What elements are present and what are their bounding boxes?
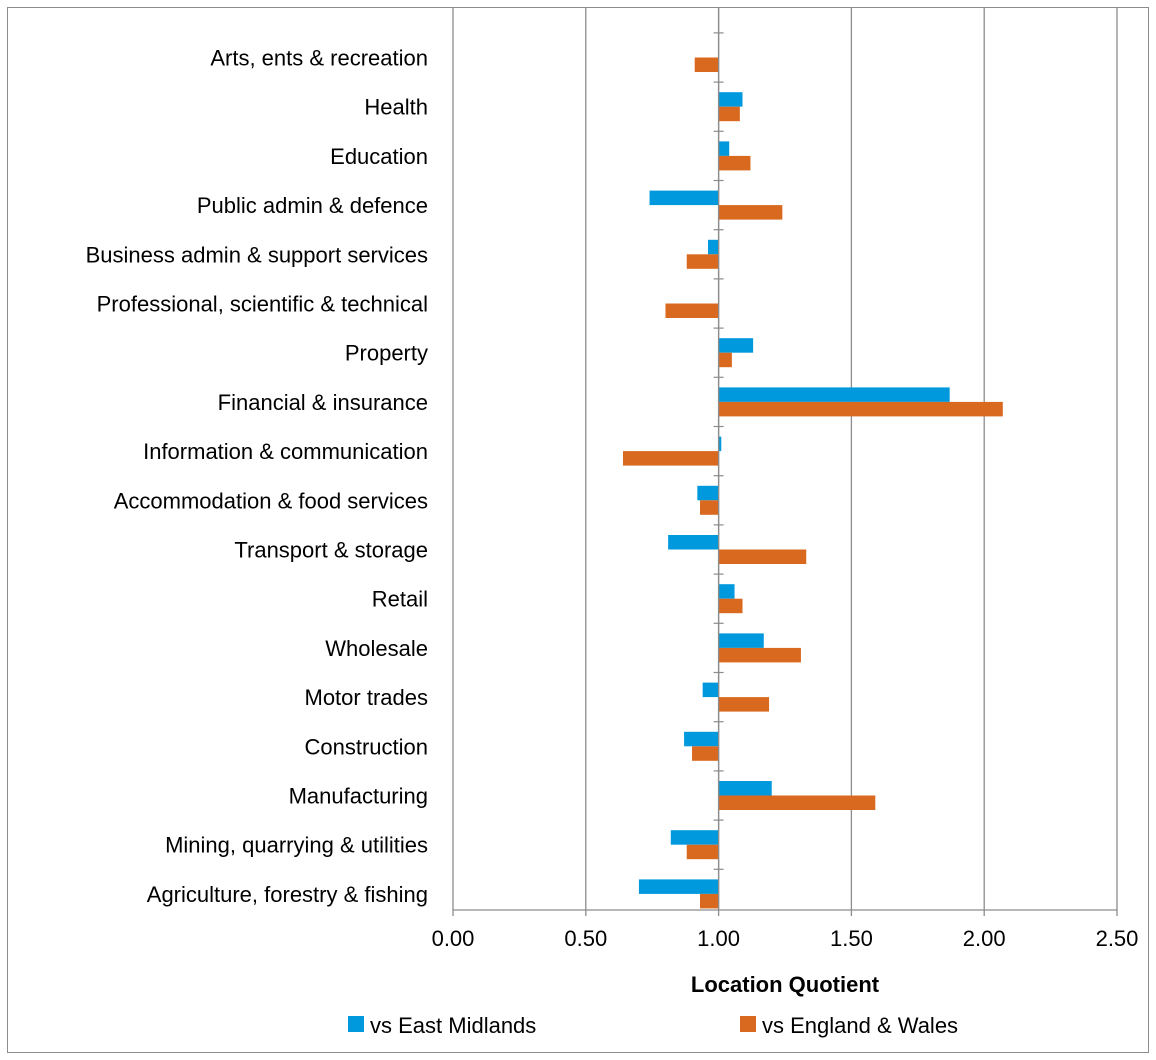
bar-england-wales bbox=[700, 500, 719, 515]
category-label: Accommodation & food services bbox=[114, 488, 428, 513]
legend: vs East Midlands vs England & Wales bbox=[348, 1013, 958, 1038]
bar-east-midlands bbox=[718, 338, 754, 353]
bar-east-midlands bbox=[718, 584, 735, 599]
x-tick-label: 1.50 bbox=[830, 926, 873, 951]
legend-label: vs East Midlands bbox=[370, 1013, 536, 1038]
category-label: Wholesale bbox=[325, 636, 428, 661]
category-labels: Arts, ents & recreation Health Education Pu… bbox=[86, 46, 428, 907]
category-label: Public admin & defence bbox=[197, 193, 428, 218]
category-label: Information & communication bbox=[143, 439, 428, 464]
bar-east-midlands bbox=[697, 485, 719, 501]
category-label: Property bbox=[345, 341, 428, 366]
chart-frame: Arts, ents & recreation Health Education Pu… bbox=[7, 7, 1149, 1053]
x-tick-label: 2.50 bbox=[1096, 926, 1139, 951]
category-label: Mining, quarrying & utilities bbox=[165, 833, 428, 858]
category-label: Agriculture, forestry & fishing bbox=[147, 882, 428, 907]
x-tick-label: 1.00 bbox=[697, 926, 740, 951]
bar-england-wales bbox=[692, 746, 719, 761]
bar-england-wales bbox=[718, 795, 876, 810]
bar-east-midlands bbox=[718, 633, 764, 648]
bar-england-wales bbox=[686, 254, 719, 269]
bar-east-midlands bbox=[702, 682, 719, 698]
bars bbox=[622, 57, 1003, 909]
bar-england-wales bbox=[686, 844, 719, 860]
bar-england-wales bbox=[718, 352, 732, 368]
bar-england-wales bbox=[718, 549, 807, 564]
bar-east-midlands bbox=[718, 141, 730, 156]
category-label: Financial & insurance bbox=[218, 390, 428, 415]
tick-labels: 0.00 0.50 1.00 1.50 2.00 2.50 bbox=[432, 926, 1139, 951]
bar-england-wales bbox=[700, 893, 719, 909]
bar-england-wales bbox=[718, 401, 1003, 417]
category-label: Education bbox=[330, 144, 428, 169]
category-label: Retail bbox=[372, 587, 428, 612]
category-label: Manufacturing bbox=[289, 784, 428, 809]
bar-england-wales bbox=[718, 647, 801, 663]
category-label: Health bbox=[364, 95, 428, 120]
category-label: Construction bbox=[304, 734, 428, 759]
x-tick-label: 2.00 bbox=[963, 926, 1006, 951]
bar-england-wales bbox=[718, 598, 743, 614]
bar-east-midlands bbox=[718, 387, 950, 402]
gridlines bbox=[452, 8, 1118, 910]
x-tick-label: 0.00 bbox=[432, 926, 475, 951]
bar-england-wales bbox=[718, 155, 751, 171]
bar-england-wales bbox=[718, 205, 783, 220]
bar-east-midlands bbox=[718, 781, 772, 796]
axes bbox=[452, 8, 1118, 916]
bar-england-wales bbox=[622, 451, 719, 466]
bar-east-midlands bbox=[707, 239, 719, 255]
bar-england-wales bbox=[718, 106, 740, 122]
bar-east-midlands bbox=[718, 436, 722, 452]
bar-england-wales bbox=[718, 697, 770, 712]
bar-east-midlands bbox=[670, 830, 719, 845]
category-label: Professional, scientific & technical bbox=[97, 292, 428, 317]
category-label: Arts, ents & recreation bbox=[210, 46, 428, 71]
category-label: Transport & storage bbox=[234, 538, 428, 563]
bar-east-midlands bbox=[718, 92, 743, 107]
chart: Arts, ents & recreation Health Education Pu… bbox=[86, 8, 1139, 1038]
x-axis-title: Location Quotient bbox=[691, 972, 880, 997]
bar-england-wales bbox=[694, 57, 719, 72]
legend-label: vs England & Wales bbox=[762, 1013, 958, 1038]
bar-east-midlands bbox=[638, 879, 719, 894]
bar-east-midlands bbox=[684, 731, 719, 747]
x-tick-label: 0.50 bbox=[564, 926, 607, 951]
bar-east-midlands bbox=[649, 190, 719, 206]
legend-swatch bbox=[348, 1016, 364, 1032]
legend-swatch bbox=[740, 1016, 756, 1032]
category-label: Motor trades bbox=[305, 685, 429, 710]
bar-england-wales bbox=[665, 303, 719, 318]
category-label: Business admin & support services bbox=[86, 242, 428, 267]
bar-east-midlands bbox=[668, 535, 719, 550]
